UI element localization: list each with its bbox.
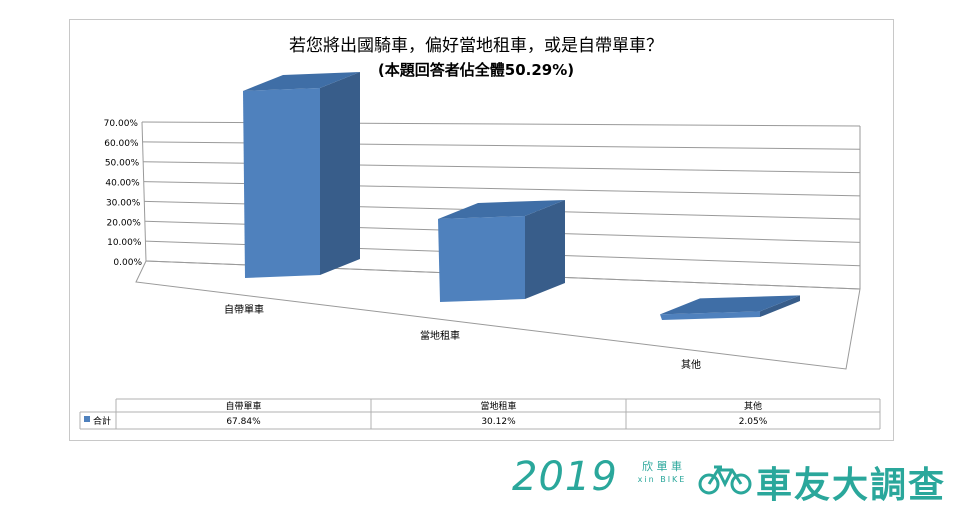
brand-title: 車友大調查 — [756, 465, 947, 506]
bar — [243, 71, 360, 278]
data-table: 自帶單車 67.84% 當地租車 30.12% 其他 2.05% 合計 — [79, 398, 881, 430]
category-label: 自帶單車 — [224, 303, 264, 316]
table-header: 當地租車 — [480, 400, 516, 412]
brand-logo-top: 欣 單 車 — [642, 460, 682, 473]
bar-side — [320, 71, 360, 275]
y-tick-label: 60.00% — [104, 139, 139, 149]
bar-top — [243, 71, 360, 91]
category-label: 當地租車 — [420, 329, 460, 342]
y-tick-label: 30.00% — [106, 198, 141, 208]
bicycle-icon — [698, 465, 752, 495]
series-name: 合計 — [93, 415, 111, 427]
table-cell: 2.05% — [739, 417, 768, 427]
brand-logo-sub: xin BIKE — [637, 475, 687, 484]
chart-svg: 若您將出國騎車，偏好當地租車，或是自帶單車？ (本題回答者佔全體50.29%) … — [79, 36, 881, 430]
chart-title: 若您將出國騎車，偏好當地租車，或是自帶單車？ — [289, 36, 663, 56]
bar-front — [243, 87, 320, 278]
table-cell: 30.12% — [481, 417, 516, 427]
legend-swatch — [84, 416, 90, 422]
y-axis-ticks: 0.00% 10.00% 20.00% 30.00% 40.00% 50.00% 60.00… — [104, 119, 143, 268]
brand-logo: 欣 單 車 xin BIKE — [632, 460, 692, 486]
category-label: 其他 — [681, 358, 701, 371]
table-header: 自帶單車 — [225, 400, 261, 412]
wall-edge — [141, 121, 147, 262]
bar — [438, 199, 565, 302]
y-tick-label: 20.00% — [107, 218, 142, 228]
floor — [135, 260, 861, 370]
bar-side — [525, 199, 565, 299]
bars — [243, 71, 800, 320]
y-tick-label: 0.00% — [113, 258, 142, 268]
bar-top — [438, 199, 565, 219]
bar-front — [438, 215, 525, 302]
chart-subtitle: (本題回答者佔全體50.29%) — [378, 61, 574, 79]
y-tick-label: 70.00% — [104, 119, 139, 129]
y-tick-label: 10.00% — [107, 238, 142, 248]
y-tick-label: 50.00% — [105, 159, 140, 169]
bar — [660, 295, 800, 320]
bar-top — [660, 295, 800, 315]
bar-side — [760, 295, 800, 317]
brand-year: 2019 — [512, 454, 618, 500]
brand-banner: 2019 欣 單 車 xin BIKE 車友大調查 — [512, 454, 952, 506]
bar-front — [660, 311, 760, 320]
table-cell: 67.84% — [226, 417, 261, 427]
table-header: 其他 — [744, 400, 762, 412]
chart-frame: 若您將出國騎車，偏好當地租車，或是自帶單車？ (本題回答者佔全體50.29%) … — [69, 19, 894, 441]
y-tick-label: 40.00% — [105, 179, 140, 189]
